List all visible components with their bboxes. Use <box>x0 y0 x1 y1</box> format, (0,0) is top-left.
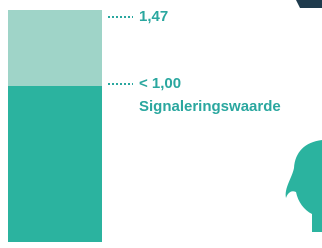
page: 1,47 < 1,00 Signaleringswaarde <box>0 0 322 248</box>
threshold-label: < 1,00 <box>139 75 181 92</box>
threshold-caption: Signaleringswaarde <box>139 98 281 115</box>
value-label: 1,47 <box>139 8 168 25</box>
upper-bar-segment <box>8 10 102 86</box>
cut-off-heading <box>296 0 322 8</box>
decorative-shape <box>286 140 322 232</box>
infographic: 1,47 < 1,00 Signaleringswaarde <box>0 0 322 248</box>
lower-bar-segment <box>8 86 102 242</box>
